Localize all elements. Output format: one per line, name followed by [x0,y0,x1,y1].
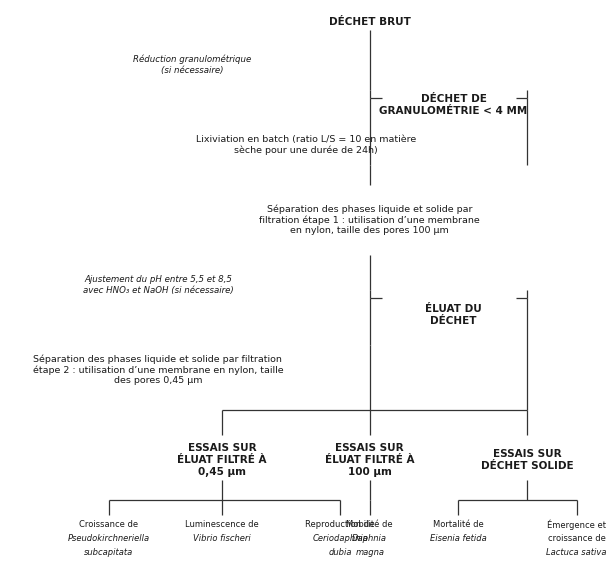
Text: Lixiviation en batch (ratio L/S = 10 en matière
sèche pour une durée de 24h): Lixiviation en batch (ratio L/S = 10 en … [195,135,416,155]
Text: Vibrio fischeri: Vibrio fischeri [193,534,251,543]
Text: Séparation des phases liquide et solide par
filtration étape 1 : utilisation d’u: Séparation des phases liquide et solide … [259,205,480,235]
Text: Mortalité de: Mortalité de [433,520,484,529]
Text: Croissance de: Croissance de [79,520,138,529]
Text: ESSAIS SUR
ÉLUAT FILTRÉ À
100 µm: ESSAIS SUR ÉLUAT FILTRÉ À 100 µm [325,443,414,477]
Text: DÉCHET BRUT: DÉCHET BRUT [328,17,411,27]
Text: Pseudokirchneriella: Pseudokirchneriella [68,534,150,543]
Text: Reproduction de: Reproduction de [306,520,375,529]
Text: Réduction granulométrique
(si nécessaire): Réduction granulométrique (si nécessaire… [133,55,252,75]
Text: ESSAIS SUR
ÉLUAT FILTRÉ À
0,45 µm: ESSAIS SUR ÉLUAT FILTRÉ À 0,45 µm [177,443,266,477]
Text: dubia: dubia [328,548,352,557]
Text: Émergence et: Émergence et [547,520,606,531]
Text: DÉCHET DE
GRANULOMÉTRIE < 4 MM: DÉCHET DE GRANULOMÉTRIE < 4 MM [379,94,527,116]
Text: Ceriodaphnia: Ceriodaphnia [312,534,368,543]
Text: Lactuca sativa: Lactuca sativa [546,548,607,557]
Text: Luminescence de: Luminescence de [185,520,259,529]
Text: ESSAIS SUR
DÉCHET SOLIDE: ESSAIS SUR DÉCHET SOLIDE [481,449,573,471]
Text: croissance de: croissance de [548,534,605,543]
Text: ÉLUAT DU
DÉCHET: ÉLUAT DU DÉCHET [425,304,482,326]
Text: subcapitata: subcapitata [84,548,133,557]
Text: Ajustement du pH entre 5,5 et 8,5
avec HNO₃ et NaOH (si nécessaire): Ajustement du pH entre 5,5 et 8,5 avec H… [82,275,233,295]
Text: Eisenia fetida: Eisenia fetida [430,534,487,543]
Text: Daphnia: Daphnia [352,534,387,543]
Text: Séparation des phases liquide et solide par filtration
étape 2 : utilisation d’u: Séparation des phases liquide et solide … [33,355,283,385]
Text: magna: magna [356,548,384,557]
Text: Mobilité de: Mobilité de [346,520,393,529]
